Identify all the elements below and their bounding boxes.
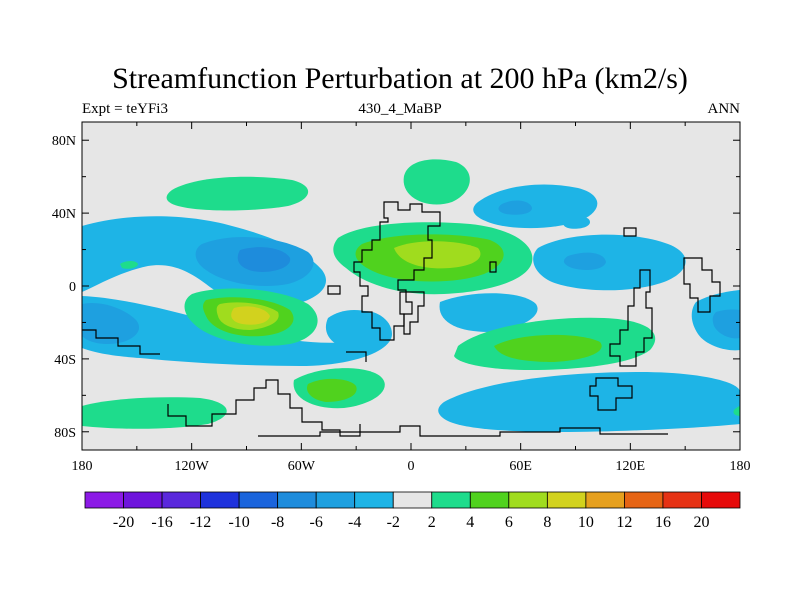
lon-label: 120W xyxy=(175,459,210,474)
lon-label: 120E xyxy=(616,459,646,474)
experiment-label: Expt = teYFi3 xyxy=(82,101,168,117)
colorbar-swatch xyxy=(161,491,201,509)
lat-label: 40S xyxy=(54,353,76,368)
colorbar-swatch xyxy=(508,491,548,509)
colorbar-swatch xyxy=(84,491,124,509)
colorbar-label: -20 xyxy=(113,514,134,531)
colorbar: -20 -16 -12 -10 -8 -6 -4 -2 2 4 6 8 10 12 16 20 xyxy=(84,491,741,531)
colorbar-swatch xyxy=(585,491,625,509)
contour-lime-south-atlantic xyxy=(306,378,357,402)
contour-blue-asia-core xyxy=(563,252,606,270)
lat-label: 40N xyxy=(52,207,76,222)
contour-green-arctic xyxy=(403,159,470,205)
contour-lime-south-indian xyxy=(494,334,602,362)
colorbar-swatch xyxy=(469,491,510,509)
lat-label: 80N xyxy=(52,134,76,149)
contour-blue-east-small xyxy=(563,216,590,229)
colorbar-label: -4 xyxy=(348,514,361,531)
plot-title: Streamfunction Perturbation at 200 hPa (… xyxy=(112,62,688,95)
colorbar-label: 20 xyxy=(693,514,709,531)
colorbar-swatch xyxy=(662,491,702,509)
colorbar-label: 8 xyxy=(543,514,551,531)
lat-label: 0 xyxy=(69,280,76,295)
colorbar-swatch xyxy=(546,491,587,509)
colorbar-label: -12 xyxy=(190,514,211,531)
colorbar-swatch xyxy=(315,491,356,509)
season-label: ANN xyxy=(707,101,741,117)
colorbar-swatch xyxy=(123,491,163,509)
lon-label: 0 xyxy=(408,459,415,474)
axis-layer: 180 120W 60W 0 60E 120E 180 80N 40N 0 40S 80S xyxy=(52,122,751,474)
contour-green-east-edge xyxy=(733,406,740,416)
colorbar-label: 2 xyxy=(428,514,436,531)
colorbar-swatch xyxy=(277,491,317,509)
lon-label: 180 xyxy=(730,459,751,474)
contour-blue-indian xyxy=(439,293,538,332)
period-label: 430_4_MaBP xyxy=(358,101,442,117)
contour-blue-asia xyxy=(533,234,686,291)
contour-yellowgreen-africa xyxy=(394,241,481,269)
lat-label: 80S xyxy=(54,426,76,441)
colorbar-swatch xyxy=(701,491,741,509)
colorbar-label: 10 xyxy=(578,514,594,531)
colorbar-label: -2 xyxy=(387,514,400,531)
colorbar-swatch xyxy=(392,491,433,509)
contour-blue-north-atlantic-core xyxy=(498,200,532,215)
colorbar-swatch xyxy=(431,491,471,509)
lon-label: 180 xyxy=(72,459,93,474)
colorbar-label: 4 xyxy=(466,514,474,531)
contour-blue-north-atlantic xyxy=(473,184,598,229)
colorbar-swatch xyxy=(238,491,279,509)
contour-blue-core xyxy=(237,247,291,272)
contour-green-small-dot xyxy=(120,261,138,269)
contour-blue-east-pacific-inner xyxy=(712,309,740,339)
lon-label: 60W xyxy=(288,459,316,474)
contour-field xyxy=(82,122,740,450)
colorbar-swatch xyxy=(354,491,394,509)
contour-green-north-pacific xyxy=(166,176,309,211)
contour-blue-midatlantic xyxy=(325,309,390,350)
contour-blue-southern xyxy=(438,372,740,432)
colorbar-label: -10 xyxy=(228,514,249,531)
colorbar-swatch xyxy=(624,491,664,509)
colorbar-label: 6 xyxy=(505,514,513,531)
contour-yellow-south-pacific xyxy=(231,306,270,325)
colorbar-label: 12 xyxy=(616,514,632,531)
lon-label: 60E xyxy=(509,459,532,474)
coastlines xyxy=(82,201,721,437)
contour-green-southwest xyxy=(82,397,227,429)
colorbar-label: -16 xyxy=(151,514,172,531)
colorbar-label: -8 xyxy=(271,514,284,531)
colorbar-label: 16 xyxy=(655,514,671,531)
colorbar-swatch xyxy=(200,491,240,509)
colorbar-label: -6 xyxy=(310,514,323,531)
